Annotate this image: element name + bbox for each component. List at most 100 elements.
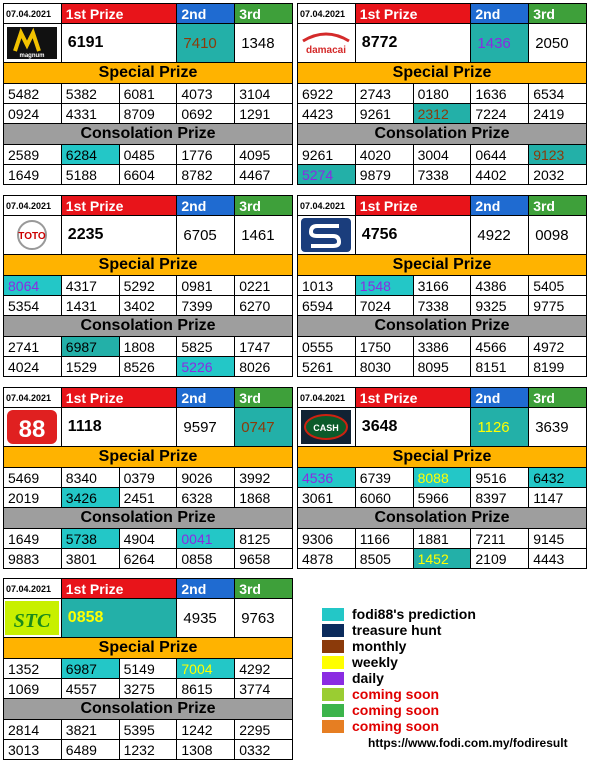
- consolation-prize-number: 0332: [234, 739, 293, 760]
- consolation-prize-number: 0858: [176, 548, 236, 569]
- special-prize-number: 5966: [412, 487, 472, 508]
- cash-logo-icon: CASH: [297, 407, 356, 447]
- legend-label: monthly: [352, 638, 407, 654]
- consolation-prize-number: 3386: [412, 336, 472, 357]
- consolation-prize-number: 0555: [297, 336, 356, 357]
- legend-label: coming soon: [352, 702, 440, 718]
- consolation-prize-number: 3004: [412, 144, 472, 165]
- source-url[interactable]: https://www.fodi.com.my/fodiresult: [368, 736, 568, 750]
- special-prize-header: Special Prize: [297, 446, 587, 468]
- special-prize-number: 2451: [118, 487, 178, 508]
- consolation-prize-number: 0485: [118, 144, 178, 165]
- svg-text:CASH: CASH: [314, 423, 340, 433]
- third-prize-header: 3rd: [528, 195, 587, 216]
- special-prize-number: 1147: [528, 487, 587, 508]
- second-prize-number: 7410: [176, 23, 236, 63]
- consolation-prize-number: 9306: [297, 528, 356, 549]
- sabah-logo-icon: [297, 215, 356, 255]
- sandakan-logo-icon: 88: [3, 407, 62, 447]
- legend: fodi88's prediction treasure hunt monthly w…: [322, 606, 582, 734]
- special-prize-number: 8340: [60, 467, 120, 488]
- special-prize-number: 0981: [176, 275, 236, 296]
- consolation-prize-number: 2814: [3, 719, 62, 740]
- consolation-prize-header: Consolation Prize: [3, 698, 293, 720]
- toto-logo-icon: TOTO: [3, 215, 62, 255]
- result-card-toto: 07.04.2021 1st Prize 2nd 3rd TOTO 2235 6705 146…: [3, 195, 293, 377]
- special-prize-number: 1636: [470, 83, 530, 104]
- second-prize-number: 1436: [470, 23, 530, 63]
- special-prize-header: Special Prize: [297, 254, 587, 276]
- special-prize-number: 9325: [470, 295, 530, 316]
- consolation-prize-number: 5825: [176, 336, 236, 357]
- consolation-prize-number: 2032: [528, 164, 587, 185]
- special-prize-number: 9026: [176, 467, 236, 488]
- first-prize-header: 1st Prize: [354, 387, 472, 408]
- special-prize-number: 7338: [412, 295, 472, 316]
- legend-item: daily: [322, 670, 582, 686]
- legend-label: fodi88's prediction: [352, 606, 476, 622]
- special-prize-number: 0180: [412, 83, 472, 104]
- consolation-prize-number: 8095: [412, 356, 472, 377]
- consolation-prize-number: 2109: [470, 548, 530, 569]
- legend-item: monthly: [322, 638, 582, 654]
- consolation-prize-header: Consolation Prize: [3, 315, 293, 337]
- special-prize-number: 4423: [297, 103, 356, 124]
- special-prize-number: 8088: [412, 467, 472, 488]
- first-prize-header: 1st Prize: [60, 3, 178, 24]
- legend-swatch-icon: [322, 639, 344, 653]
- special-prize-header: Special Prize: [3, 62, 293, 84]
- legend-swatch-icon: [322, 623, 344, 637]
- magnum-logo-icon: magnum: [3, 23, 62, 63]
- legend-swatch-icon: [322, 687, 344, 701]
- special-prize-number: 9261: [354, 103, 414, 124]
- special-prize-number: 5405: [528, 275, 587, 296]
- special-prize-number: 3104: [234, 83, 293, 104]
- consolation-prize-number: 9261: [297, 144, 356, 165]
- consolation-prize-number: 9883: [3, 548, 62, 569]
- special-prize-number: 2312: [412, 103, 472, 124]
- legend-item: fodi88's prediction: [322, 606, 582, 622]
- consolation-prize-number: 9879: [354, 164, 414, 185]
- result-card-sabah: 07.04.2021 1st Prize 2nd 3rd 4756 4922 0098 Spe…: [297, 195, 587, 377]
- special-prize-number: 5382: [60, 83, 120, 104]
- consolation-prize-number: 9658: [234, 548, 293, 569]
- special-prize-number: 3402: [118, 295, 178, 316]
- draw-date: 07.04.2021: [297, 195, 356, 216]
- second-prize-header: 2nd: [470, 3, 530, 24]
- consolation-prize-number: 0041: [176, 528, 236, 549]
- consolation-prize-number: 2741: [3, 336, 62, 357]
- consolation-prize-number: 4024: [3, 356, 62, 377]
- third-prize-header: 3rd: [528, 3, 587, 24]
- third-prize-number: 3639: [528, 407, 587, 447]
- third-prize-header: 3rd: [234, 3, 293, 24]
- consolation-prize-number: 1649: [3, 164, 62, 185]
- legend-label: weekly: [352, 654, 398, 670]
- special-prize-number: 6534: [528, 83, 587, 104]
- consolation-prize-number: 4904: [118, 528, 178, 549]
- special-prize-number: 6739: [354, 467, 414, 488]
- third-prize-header: 3rd: [234, 195, 293, 216]
- stc-logo-icon: STC: [3, 598, 62, 638]
- second-prize-number: 4922: [470, 215, 530, 255]
- special-prize-number: 3992: [234, 467, 293, 488]
- second-prize-header: 2nd: [470, 387, 530, 408]
- first-prize-number: 1118: [60, 407, 178, 447]
- legend-item: weekly: [322, 654, 582, 670]
- legend-item: coming soon: [322, 686, 582, 702]
- svg-text:88: 88: [19, 416, 46, 443]
- second-prize-header: 2nd: [176, 195, 236, 216]
- svg-text:TOTO: TOTO: [19, 231, 47, 242]
- legend-swatch-icon: [322, 671, 344, 685]
- first-prize-header: 1st Prize: [60, 578, 178, 599]
- consolation-prize-number: 1232: [118, 739, 178, 760]
- consolation-prize-number: 1452: [412, 548, 472, 569]
- special-prize-number: 6594: [297, 295, 356, 316]
- consolation-prize-number: 8505: [354, 548, 414, 569]
- draw-date: 07.04.2021: [3, 195, 62, 216]
- consolation-prize-number: 4566: [470, 336, 530, 357]
- consolation-prize-number: 1750: [354, 336, 414, 357]
- draw-date: 07.04.2021: [297, 387, 356, 408]
- consolation-prize-number: 6284: [60, 144, 120, 165]
- special-prize-number: 1352: [3, 658, 62, 679]
- special-prize-number: 0924: [3, 103, 62, 124]
